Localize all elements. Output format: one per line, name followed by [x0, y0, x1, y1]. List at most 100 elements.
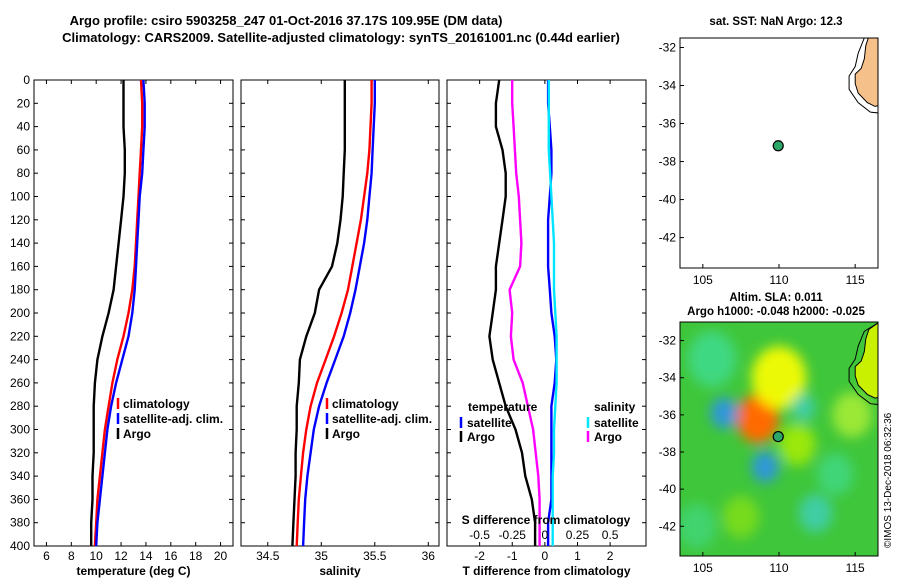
x-tick-label: 35.5 [363, 549, 387, 563]
legend-label: satellite [467, 416, 512, 430]
depth-tick-label: 320 [10, 446, 30, 460]
lon-tick-label: 105 [693, 561, 713, 575]
legend-label: satellite-adj. clim. [123, 412, 223, 426]
legend-label: Argo [332, 427, 360, 441]
depth-tick-label: 240 [10, 353, 30, 367]
difference-profile: -2 -1 0 1 2T difference from climatology temp… [446, 79, 647, 578]
sst-map-content [772, 38, 878, 152]
depth-tick-label: 120 [10, 213, 30, 227]
sla-blob [798, 494, 833, 533]
difference-profile-frame [446, 79, 647, 547]
depth-tick-label: 340 [10, 469, 30, 483]
sst-title: sat. SST: NaN Argo: 12.3 [709, 16, 842, 28]
lat-tick-label: -32 [659, 41, 677, 55]
series-argo [291, 80, 346, 547]
legend-label: satellite-adj. clim. [332, 412, 432, 426]
sla-blob [779, 423, 816, 466]
sla-blob [791, 393, 816, 422]
sla-blob [751, 451, 779, 483]
lon-tick-label: 115 [846, 273, 865, 287]
depth-tick-label: 40 [17, 120, 31, 134]
sla-blob [817, 453, 854, 496]
sla-blob [722, 495, 760, 539]
s-tick-label: -0.25 [499, 528, 527, 542]
coastline [854, 38, 878, 107]
sla-blob [710, 397, 738, 429]
legend-label: Argo [594, 430, 622, 444]
depth-tick-label: 60 [17, 143, 31, 157]
lat-tick-label: -36 [659, 408, 677, 422]
shelf-contour [848, 322, 878, 405]
x-tick-label: 6 [43, 549, 50, 563]
title-line-1: Argo profile: csiro 5903258_247 01-Oct-2… [70, 13, 503, 28]
sst-map: -32 -34 -36 -38 -40 -42 105 110 115 sat. SST: NaN… [659, 16, 879, 287]
x-axis-label: salinity [319, 564, 361, 578]
x-tick-label: -1 [507, 549, 518, 563]
lon-tick-label: 110 [769, 273, 788, 287]
sla-blob [687, 331, 737, 388]
sst-map-frame [679, 37, 879, 269]
legend-label: satellite [594, 416, 639, 430]
sla-map-content [680, 322, 878, 556]
lat-tick-label: -38 [659, 155, 677, 169]
argo-location-marker [772, 430, 784, 443]
profile-panels: 0204060801001201401601802002202402602803… [10, 73, 647, 578]
lon-tick-label: 105 [693, 273, 713, 287]
x-tick-label: 35 [315, 549, 329, 563]
depth-tick-label: 0 [23, 73, 30, 87]
sla-map: -32 -34 -36 -38 -40 -42 105 110 115 Altim. SLA: 0… [659, 292, 879, 575]
coastline [854, 322, 878, 399]
lat-tick-label: -42 [659, 519, 677, 533]
salinity-profile: 34.5 35 35.5 36 salinity climatologysatellite… [240, 79, 440, 578]
depth-tick-label: 400 [10, 539, 30, 553]
depth-tick-label: 180 [10, 283, 30, 297]
series-climatology [93, 79, 144, 547]
x-tick-label: 1 [574, 549, 581, 563]
lat-tick-label: -34 [659, 371, 677, 385]
lat-tick-label: -38 [659, 445, 677, 459]
legend-label: climatology [123, 397, 190, 411]
depth-tick-label: 220 [10, 329, 30, 343]
depth-tick-label: 80 [17, 166, 31, 180]
s-tick-label: 0 [542, 528, 549, 542]
shelf-contour [848, 38, 878, 114]
series-satellite-adj-clim- [95, 79, 146, 547]
depth-tick-label: 300 [10, 423, 30, 437]
x-tick-label: 16 [164, 549, 178, 563]
depth-tick-label: 140 [10, 236, 30, 250]
depth-tick-label: 280 [10, 399, 30, 413]
depth-tick-label: 360 [10, 492, 30, 506]
depth-tick-label: 380 [10, 516, 30, 530]
x-tick-label: -2 [474, 549, 485, 563]
lon-tick-label: 110 [769, 561, 788, 575]
legend-title-temperature: temperature [468, 400, 538, 414]
legend-label: Argo [123, 427, 151, 441]
sla-subtitle: Argo h1000: -0.048 h2000: -0.025 [687, 306, 865, 318]
s-axis-label: S difference from climatology [462, 513, 631, 527]
x-axis-label: T difference from climatology [462, 564, 630, 578]
series-temperature-satellite [546, 80, 558, 546]
series-argo [89, 80, 127, 546]
temperature-profile: 0 20 40 60 80 100 120 140 160 180 200 220 240 260 280 3… [10, 73, 234, 578]
sla-blob [680, 503, 717, 550]
series-salinity-satellite [547, 80, 558, 546]
sla-blobs [680, 331, 872, 550]
depth-tick-label: 200 [10, 306, 30, 320]
argo-location-marker [772, 140, 784, 152]
lat-tick-label: -42 [659, 231, 677, 245]
imos-credit: ©IMOS 13-Dec-2018 06:32:36 [883, 412, 894, 548]
x-tick-label: 8 [68, 549, 75, 563]
lat-tick-label: -40 [659, 482, 677, 496]
sla-blob [751, 346, 807, 410]
lat-tick-label: -36 [659, 117, 677, 131]
lat-tick-label: -34 [659, 79, 677, 93]
salinity-profile-frame [240, 79, 440, 547]
s-tick-label: 0.5 [602, 528, 619, 542]
series-salinity-argo [508, 80, 541, 546]
sla-title: Altim. SLA: 0.011 [729, 292, 823, 304]
title-line-2: Climatology: CARS2009. Satellite-adjuste… [62, 30, 620, 45]
x-tick-label: 12 [114, 549, 128, 563]
legend-label: climatology [332, 397, 399, 411]
depth-tick-label: 260 [10, 376, 30, 390]
